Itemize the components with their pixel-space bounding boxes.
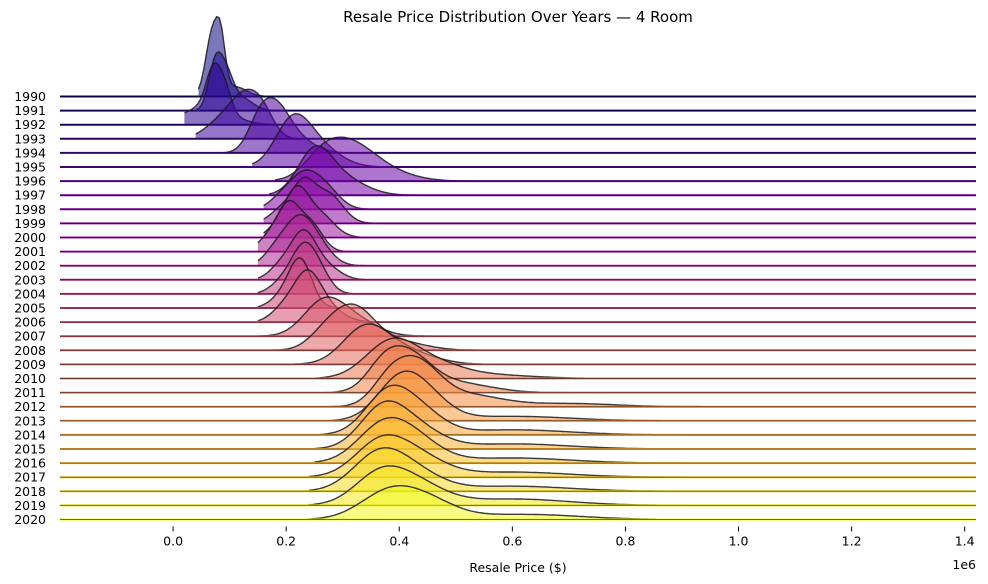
ridge-outline-1992 (184, 62, 976, 126)
ridge-1990 (60, 15, 976, 98)
year-label-2020: 2020 (14, 512, 46, 527)
x-tick-label-0.2: 0.2 (276, 534, 296, 549)
year-label-2019: 2019 (14, 498, 46, 513)
ridge-2020 (60, 485, 976, 521)
ridge-2008 (60, 303, 976, 352)
x-axis-offset-label: 1e6 (952, 557, 976, 572)
ridge-outline-2004 (257, 241, 976, 295)
ridge-2009 (60, 323, 976, 366)
ridge-2015 (60, 400, 976, 450)
ridge-1996 (60, 136, 976, 183)
ridge-area-1992 (184, 63, 976, 125)
year-label-1999: 1999 (14, 216, 46, 231)
ridge-2017 (60, 434, 976, 479)
x-tick-label-1.4: 1.4 (955, 534, 975, 549)
ridge-area-1991 (195, 51, 976, 111)
x-tick-label-1.2: 1.2 (842, 534, 862, 549)
year-label-2007: 2007 (14, 329, 46, 344)
ridge-2011 (60, 345, 976, 394)
year-label-1994: 1994 (14, 145, 46, 160)
x-tick-label-0.6: 0.6 (502, 534, 522, 549)
year-label-2005: 2005 (14, 301, 46, 316)
ridge-2012 (60, 354, 976, 408)
year-label-2015: 2015 (14, 442, 46, 457)
year-label-1996: 1996 (14, 174, 46, 189)
year-label-1990: 1990 (14, 89, 46, 104)
year-label-2013: 2013 (14, 413, 46, 428)
ridge-area-2000 (263, 185, 977, 238)
ridge-2002 (60, 213, 976, 267)
ridge-area-1990 (198, 16, 976, 97)
ridge-1991 (60, 50, 976, 112)
ridge-2000 (60, 184, 977, 239)
ridge-outline-1999 (263, 176, 976, 225)
ridge-area-1996 (274, 137, 976, 182)
ridge-2005 (60, 257, 976, 309)
ridge-outline-1990 (197, 15, 976, 98)
year-label-1993: 1993 (14, 131, 46, 146)
year-label-1992: 1992 (14, 117, 46, 132)
ridge-area-1997 (269, 145, 976, 196)
x-tick-label-0.4: 0.4 (389, 534, 409, 549)
year-label-1995: 1995 (14, 160, 46, 175)
chart-title: Resale Price Distribution Over Years — 4… (343, 8, 693, 26)
year-label-1991: 1991 (14, 103, 46, 118)
ridge-2004 (60, 241, 976, 295)
year-label-2004: 2004 (14, 286, 46, 301)
ridge-1992 (60, 62, 976, 126)
ridge-area-1999 (263, 177, 977, 224)
year-label-2001: 2001 (14, 244, 46, 259)
ridge-area-2001 (257, 200, 976, 252)
ridge-2010 (60, 337, 976, 380)
ridge-2016 (60, 416, 976, 465)
year-label-2014: 2014 (14, 427, 46, 442)
year-label-2006: 2006 (14, 315, 46, 330)
ridge-area-2004 (257, 242, 976, 294)
ridge-area-2020 (308, 485, 976, 520)
year-label-1997: 1997 (14, 188, 46, 203)
ridge-area-2002 (257, 214, 976, 266)
ridge-2001 (60, 199, 976, 253)
ridge-1997 (60, 145, 976, 197)
ridge-2018 (60, 447, 976, 493)
year-label-2018: 2018 (14, 484, 46, 499)
ridge-1998 (60, 169, 977, 211)
year-label-2002: 2002 (14, 258, 46, 273)
year-label-2008: 2008 (14, 343, 46, 358)
year-label-2009: 2009 (14, 357, 46, 372)
ridges-group (60, 15, 977, 521)
ridge-area-2009 (280, 324, 976, 365)
year-label-2003: 2003 (14, 272, 46, 287)
year-label-2000: 2000 (14, 230, 46, 245)
ridge-1999 (60, 176, 977, 225)
ridge-outline-1991 (195, 50, 976, 112)
year-label-2012: 2012 (14, 399, 46, 414)
year-label-2011: 2011 (14, 385, 46, 400)
ridge-2007 (60, 296, 976, 338)
x-tick-label-1.0: 1.0 (729, 534, 749, 549)
x-axis-label: Resale Price ($) (469, 560, 566, 575)
x-tick-label-0.8: 0.8 (615, 534, 635, 549)
ridge-2006 (60, 269, 976, 324)
x-tick-label-0.0: 0.0 (163, 534, 183, 549)
year-label-1998: 1998 (14, 202, 46, 217)
year-label-2017: 2017 (14, 470, 46, 485)
x-axis: 0.0 0.2 0.4 0.6 0.8 1.0 1.2 1.4 (163, 526, 975, 549)
year-label-2010: 2010 (14, 371, 46, 386)
year-label-2016: 2016 (14, 456, 46, 471)
ridge-area-2003 (257, 229, 976, 280)
ridge-2003 (60, 228, 976, 281)
